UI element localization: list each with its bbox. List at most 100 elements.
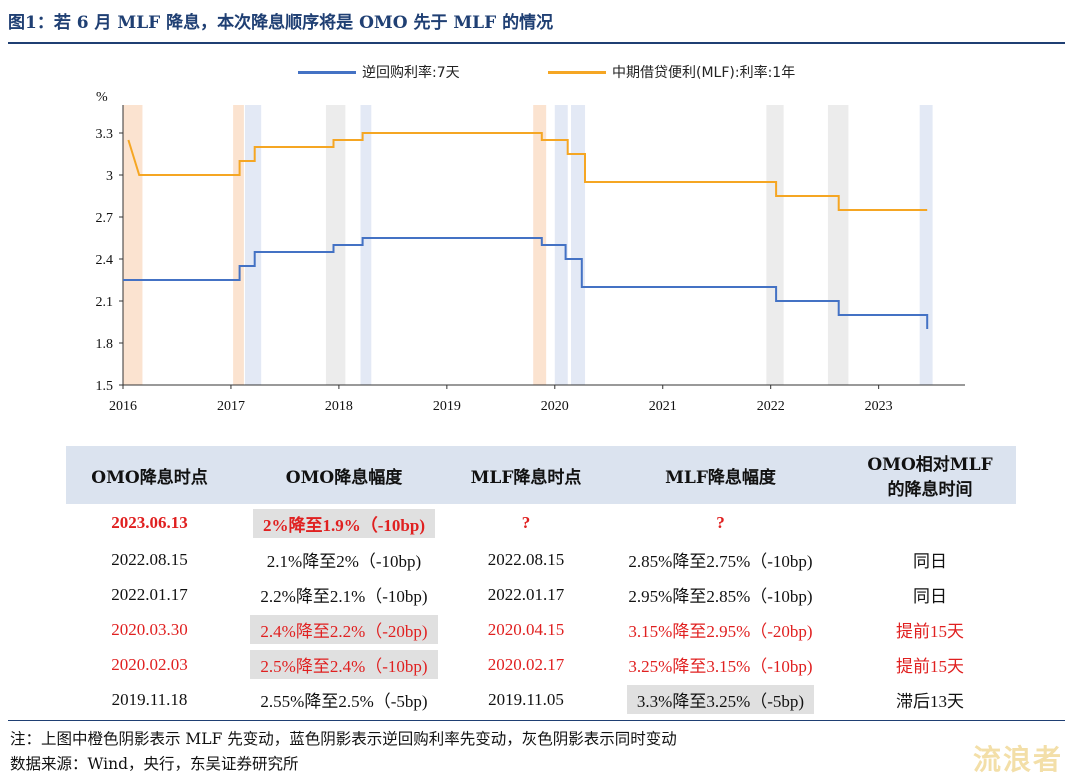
omo-date-value: 2020.03.30 (111, 619, 188, 639)
cell-relative-timing: 滞后13天 (844, 682, 1016, 717)
legend-label-omo: 逆回购利率:7天 (362, 65, 460, 81)
table-row: 2019.11.18 2.55%降至2.5%（-5bp) 2019.11.05 3.3… (66, 682, 1016, 717)
omo-date-value: 2022.01.17 (111, 584, 188, 604)
mlf-cut-value: 3.15%降至2.95%（-20bp) (628, 622, 813, 641)
table-row: 2023.06.13 2%降至1.9%（-10bp)?? (66, 504, 1016, 542)
shade-band-orange (233, 105, 244, 385)
omo-date-value: 2019.11.18 (111, 689, 188, 709)
relative-timing-value: 提前15天 (896, 622, 964, 641)
legend-item-mlf: 中期借贷便利(MLF):利率:1年 (548, 62, 795, 82)
mlf-cut-value: 3.25%降至3.15%（-10bp) (628, 657, 813, 676)
shade-band-blue (570, 105, 586, 385)
cell-mlf-date: 2022.01.17 (455, 577, 597, 612)
y-tick-label: 1.8 (96, 337, 114, 352)
cell-mlf-cut: 3.3%降至3.25%（-5bp) (597, 682, 844, 717)
x-tick-label: 2023 (865, 399, 893, 414)
chart-note: 注：上图中橙色阴影表示 MLF 先变动，蓝色阴影表示逆回购利率先变动，灰色阴影表… (10, 730, 677, 748)
shade-band-orange (123, 105, 143, 385)
shade-band-orange (533, 105, 547, 385)
omo-cut-value: 2%降至1.9%（-10bp) (253, 508, 435, 538)
legend-item-omo: 逆回购利率:7天 (298, 62, 460, 82)
series-line-mlf (127, 132, 928, 211)
header-relative-line-1: OMO相对MLF (867, 455, 993, 475)
shade-band-blue (244, 105, 262, 385)
relative-timing-value: 滞后13天 (896, 692, 964, 711)
cell-omo-cut: 2.2%降至2.1%（-10bp) (233, 577, 455, 612)
cell-relative-timing: 同日 (844, 542, 1016, 577)
title-divider (8, 42, 1065, 44)
cell-omo-date: 2019.11.18 (66, 682, 233, 717)
rate-cut-table: OMO降息时点 OMO降息幅度 MLF降息时点 MLF降息幅度 OMO相对MLF… (66, 446, 1016, 717)
table-row: 2020.02.03 2.5%降至2.4%（-10bp) 2020.02.17 3.2… (66, 647, 1016, 682)
cell-relative-timing: 提前15天 (844, 612, 1016, 647)
relative-timing-value: 同日 (913, 552, 947, 571)
mlf-cut-value: 2.95%降至2.85%（-10bp) (628, 587, 813, 606)
x-tick-label: 2017 (217, 399, 245, 414)
header-omo-cut: OMO降息幅度 (233, 446, 455, 504)
figure-title: 图1：若 6 月 MLF 降息，本次降息顺序将是 OMO 先于 MLF 的情况 (8, 13, 554, 33)
mlf-date-value: 2022.01.17 (487, 584, 565, 604)
x-tick-label: 2019 (433, 399, 461, 414)
bottom-divider (8, 720, 1065, 721)
cell-mlf-cut: ? (597, 504, 844, 542)
cell-mlf-cut: 2.85%降至2.75%（-10bp) (597, 542, 844, 577)
relative-timing-value: 同日 (913, 587, 947, 606)
cell-mlf-cut: 3.15%降至2.95%（-20bp) (597, 612, 844, 647)
mlf-cut-value: 2.85%降至2.75%（-10bp) (628, 552, 813, 571)
cell-mlf-date: 2020.04.15 (455, 612, 597, 647)
cell-omo-cut: 2.5%降至2.4%（-10bp) (233, 647, 455, 682)
cell-omo-cut: 2%降至1.9%（-10bp) (233, 504, 455, 542)
table-header-row: OMO降息时点 OMO降息幅度 MLF降息时点 MLF降息幅度 OMO相对MLF… (66, 446, 1016, 504)
y-tick-label: 3.3 (96, 127, 114, 142)
header-omo-date: OMO降息时点 (66, 446, 233, 504)
cell-mlf-cut: 3.25%降至3.15%（-10bp) (597, 647, 844, 682)
mlf-date-value: 2019.11.05 (488, 689, 564, 709)
header-mlf-cut: MLF降息幅度 (597, 446, 844, 504)
y-tick-label: 2.7 (96, 211, 114, 226)
shade-band-blue (360, 105, 372, 385)
watermark-text: 流浪者 (972, 743, 1063, 776)
omo-cut-value: 2.4%降至2.2%（-20bp) (250, 615, 438, 644)
x-tick-label: 2022 (757, 399, 785, 414)
legend-label-mlf: 中期借贷便利(MLF):利率:1年 (612, 65, 796, 81)
table-row: 2022.01.17 2.2%降至2.1%（-10bp) 2022.01.17 2.9… (66, 577, 1016, 612)
legend-swatch-omo (298, 70, 356, 74)
omo-date-value: 2023.06.13 (111, 513, 188, 532)
data-source: 数据来源：Wind，央行，东吴证券研究所 (10, 755, 299, 773)
omo-date-value: 2020.02.03 (111, 654, 188, 674)
x-tick-label: 2016 (109, 399, 137, 414)
mlf-cut-value: 3.3%降至3.25%（-5bp) (626, 685, 815, 714)
x-tick-label: 2021 (649, 399, 677, 414)
shade-band-gray (827, 105, 849, 385)
x-tick-label: 2018 (325, 399, 353, 414)
mlf-date-value: ? (521, 513, 531, 532)
cell-mlf-date: ? (455, 504, 597, 542)
cell-omo-cut: 2.1%降至2%（-10bp) (233, 542, 455, 577)
omo-cut-value: 2.1%降至2%（-10bp) (266, 552, 422, 571)
cell-relative-timing: 同日 (844, 577, 1016, 612)
cell-omo-cut: 2.4%降至2.2%（-20bp) (233, 612, 455, 647)
cell-relative-timing (844, 504, 1016, 542)
cell-omo-date: 2022.01.17 (66, 577, 233, 612)
y-tick-label: 1.5 (96, 379, 114, 394)
relative-timing-value (920, 524, 940, 528)
mlf-date-value: 2020.02.17 (487, 654, 565, 674)
relative-timing-value: 提前15天 (896, 657, 964, 676)
table-row: 2020.03.30 2.4%降至2.2%（-20bp) 2020.04.15 3.1… (66, 612, 1016, 647)
omo-cut-value: 2.55%降至2.5%（-5bp) (260, 692, 428, 711)
cell-relative-timing: 提前15天 (844, 647, 1016, 682)
cell-omo-date: 2022.08.15 (66, 542, 233, 577)
cell-omo-cut: 2.55%降至2.5%（-5bp) (233, 682, 455, 717)
cell-omo-date: 2023.06.13 (66, 504, 233, 542)
omo-cut-value: 2.5%降至2.4%（-10bp) (250, 650, 438, 679)
y-tick-label: 2.4 (96, 253, 114, 268)
header-mlf-date: MLF降息时点 (455, 446, 597, 504)
cell-omo-date: 2020.03.30 (66, 612, 233, 647)
table-row: 2022.08.15 2.1%降至2%（-10bp) 2022.08.15 2.85%… (66, 542, 1016, 577)
shade-band-gray (766, 105, 784, 385)
rate-line-chart: 1.5 1.8 2.1 2.4 2.7 3 3.3% 2016 2017 2018 2019 2020… (96, 90, 965, 414)
y-axis-unit: % (96, 90, 108, 105)
mlf-cut-value: ? (716, 513, 725, 532)
cell-mlf-date: 2022.08.15 (455, 542, 597, 577)
header-relative-timing: OMO相对MLF 的降息时间 (844, 446, 1016, 504)
